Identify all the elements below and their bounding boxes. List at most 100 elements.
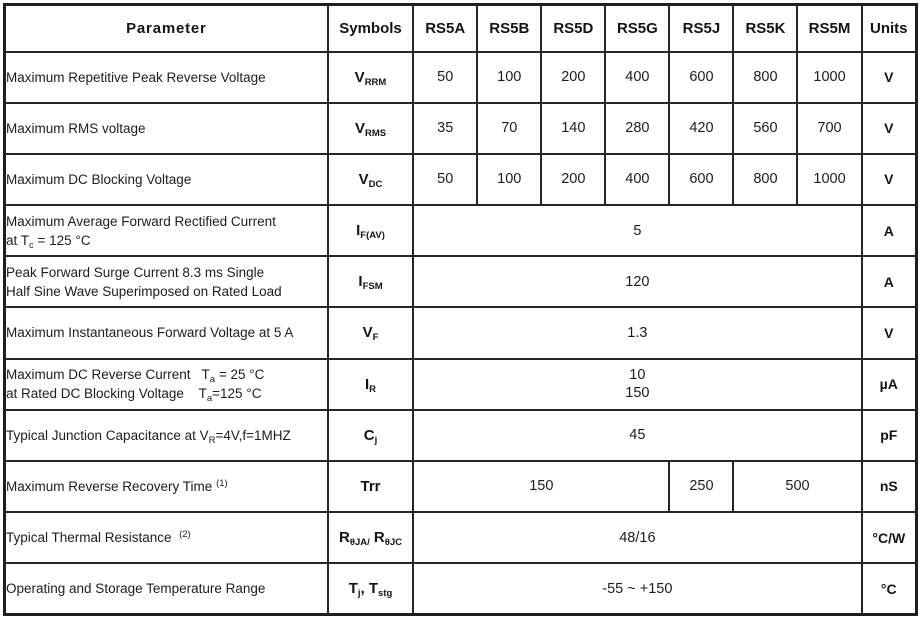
table-row-vdc: Maximum DC Blocking Voltage VDC 50 100 200 40…	[3, 152, 918, 207]
value-text: 400	[625, 171, 650, 188]
value-cell-vrms-2: 140	[540, 101, 607, 155]
parameter-cell-rth: Typical Thermal Resistance (2)	[3, 511, 329, 565]
column-header-symbols: Symbols	[326, 3, 415, 53]
parameter-text: at Rated DC Blocking Voltage Ta=125 °C	[6, 386, 262, 405]
column-header-rs5m: RS5M	[796, 3, 863, 53]
value-cell-vrrm-0: 50	[412, 50, 479, 104]
value-text: 1000	[813, 171, 846, 188]
value-text: 800	[753, 171, 778, 188]
value-cell-vdc-4: 600	[668, 152, 735, 207]
value-text: 10	[629, 367, 646, 384]
value-cell-vdc-0: 50	[412, 152, 479, 207]
value-text: 150	[529, 478, 554, 495]
value-cell-vdc-5: 800	[732, 152, 799, 207]
unit-cell-ifav: A	[860, 204, 918, 258]
value-cell-trr-1: 250	[668, 459, 735, 514]
value-text: 800	[753, 69, 778, 86]
symbol-cell-cj: Cj	[326, 408, 415, 462]
value-text: 500	[785, 478, 810, 495]
parameter-cell-vrms: Maximum RMS voltage	[3, 101, 329, 155]
value-cell-vrrm-4: 600	[668, 50, 735, 104]
value-text: 150	[625, 385, 650, 402]
parameter-text: Maximum Instantaneous Forward Voltage at…	[6, 325, 294, 341]
table-row-vf: Maximum Instantaneous Forward Voltage at…	[3, 306, 918, 360]
value-text: 50	[437, 69, 454, 86]
unit-cell-ifsm: A	[860, 255, 918, 309]
value-cell-rth-0: 48/16	[412, 511, 863, 565]
value-text: 560	[753, 120, 778, 137]
parameter-cell-ifsm: Peak Forward Surge Current 8.3 ms Single…	[3, 255, 329, 309]
unit-cell-rth: °C/W	[860, 511, 918, 565]
column-header-rs5g: RS5G	[604, 3, 671, 53]
parameter-cell-vf: Maximum Instantaneous Forward Voltage at…	[3, 306, 329, 360]
table-row-tstg: Operating and Storage Temperature Range T…	[3, 562, 918, 616]
unit-cell-vrrm: V	[860, 50, 918, 104]
parameter-text: at Tc = 125 °C	[6, 232, 91, 251]
value-cell-tstg-0: -55 ~ +150	[412, 562, 863, 616]
value-text: 45	[629, 427, 646, 444]
value-cell-vrrm-6: 1000	[796, 50, 863, 104]
column-header-parameter: Parameter	[3, 3, 329, 53]
value-cell-vdc-3: 400	[604, 152, 671, 207]
column-header-rs5a: RS5A	[412, 3, 479, 53]
value-cell-vf-0: 1.3	[412, 306, 863, 360]
value-cell-vrrm-1: 100	[476, 50, 543, 104]
value-cell-vrms-4: 420	[668, 101, 735, 155]
value-cell-vdc-1: 100	[476, 152, 543, 207]
column-header-rs5j: RS5J	[668, 3, 735, 53]
unit-cell-vrms: V	[860, 101, 918, 155]
table-row-vrms: Maximum RMS voltage VRMS 35 70 140 280 420 560 7…	[3, 101, 918, 155]
value-text: 100	[497, 69, 522, 86]
table-row-cj: Typical Junction Capacitance at VR=4V,f=…	[3, 408, 918, 462]
value-text: 250	[689, 478, 714, 495]
parameter-text: Maximum DC Reverse Current Ta = 25 °C	[6, 367, 265, 386]
symbol-cell-trr: Trr	[326, 459, 415, 514]
value-cell-vrms-5: 560	[732, 101, 799, 155]
symbol-cell-ir: IR	[326, 357, 415, 411]
table-row-vrrm: Maximum Repetitive Peak Reverse Voltage V…	[3, 50, 918, 104]
value-cell-vrms-1: 70	[476, 101, 543, 155]
unit-cell-ir: µA	[860, 357, 918, 411]
table-body: Maximum Repetitive Peak Reverse Voltage V…	[3, 50, 918, 616]
symbol-cell-rth: RθJA/ RθJC	[326, 511, 415, 565]
value-cell-vrrm-3: 400	[604, 50, 671, 104]
value-text: 420	[689, 120, 714, 137]
value-cell-vdc-2: 200	[540, 152, 607, 207]
table-row-trr: Maximum Reverse Recovery Time (1) Trr 150 2…	[3, 459, 918, 514]
symbol-cell-ifsm: IFSM	[326, 255, 415, 309]
value-cell-cj-0: 45	[412, 408, 863, 462]
column-header-rs5d: RS5D	[540, 3, 607, 53]
parameter-text: Typical Thermal Resistance (2)	[6, 529, 191, 546]
value-cell-trr-0: 150	[412, 459, 671, 514]
parameter-text: Half Sine Wave Superimposed on Rated Loa…	[6, 283, 282, 299]
parameter-cell-trr: Maximum Reverse Recovery Time (1)	[3, 459, 329, 514]
value-text: 1000	[813, 69, 846, 86]
parameter-text: Peak Forward Surge Current 8.3 ms Single	[6, 264, 265, 280]
value-cell-ifsm-0: 120	[412, 255, 863, 309]
parameter-text: Maximum DC Blocking Voltage	[6, 171, 192, 187]
table-row-ifsm: Peak Forward Surge Current 8.3 ms Single…	[3, 255, 918, 309]
value-text: 400	[625, 69, 650, 86]
value-cell-vrms-0: 35	[412, 101, 479, 155]
table-row-ifav: Maximum Average Forward Rectified Curren…	[3, 204, 918, 258]
table-header: Parameter Symbols RS5A RS5B RS5D RS5G RS5J RS5K…	[3, 3, 918, 53]
symbol-cell-vf: VF	[326, 306, 415, 360]
value-cell-ir-0: 10 150	[412, 357, 863, 411]
parameter-text: Maximum Reverse Recovery Time (1)	[6, 477, 228, 494]
parameter-text: Maximum Repetitive Peak Reverse Voltage	[6, 69, 266, 85]
value-text: 600	[689, 69, 714, 86]
value-cell-vdc-6: 1000	[796, 152, 863, 207]
table-row-rth: Typical Thermal Resistance (2) RθJA/ RθJC…	[3, 511, 918, 565]
parameter-text: Maximum RMS voltage	[6, 120, 146, 136]
ratings-table: Parameter Symbols RS5A RS5B RS5D RS5G RS5J RS5K…	[3, 3, 918, 616]
value-text: 100	[497, 171, 522, 188]
value-text: 200	[561, 171, 586, 188]
header-row: Parameter Symbols RS5A RS5B RS5D RS5G RS5J RS5K…	[3, 3, 918, 53]
value-text: 600	[689, 171, 714, 188]
value-text: 35	[437, 120, 454, 137]
value-cell-ifav-0: 5	[412, 204, 863, 258]
value-text: 70	[501, 120, 518, 137]
value-text: 50	[437, 171, 454, 188]
value-text: 120	[625, 273, 650, 290]
